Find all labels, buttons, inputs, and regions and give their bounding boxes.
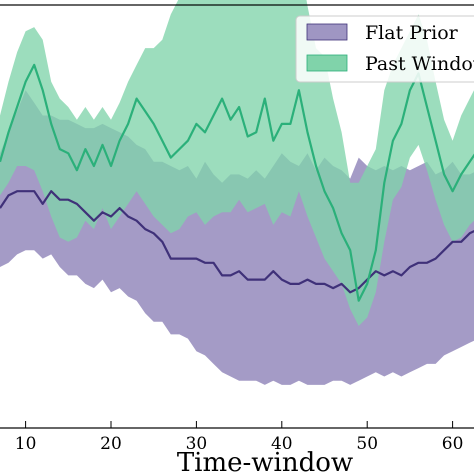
x-tick-label-60: 60 — [442, 434, 464, 454]
line-flat-prior — [0, 190, 474, 294]
x-axis-label: Time-window — [177, 448, 353, 474]
x-tick-label-10: 10 — [15, 434, 37, 454]
plot-frame — [0, 4, 474, 429]
legend-swatch-past-window — [306, 54, 348, 72]
x-tick-label-50: 50 — [356, 434, 378, 454]
band-past-window — [0, 0, 474, 326]
legend-label-past-window: Past Window — [365, 53, 474, 75]
confidence-bands — [0, 0, 474, 385]
x-tick-label-40: 40 — [271, 434, 293, 454]
x-tick-label-30: 30 — [186, 434, 208, 454]
line-past-window — [0, 63, 474, 302]
legend-swatch-flat-prior — [306, 23, 348, 41]
legend: Flat Prior Past Window — [295, 15, 474, 83]
legend-label-flat-prior: Flat Prior — [365, 22, 459, 44]
x-tick-label-20: 20 — [100, 434, 122, 454]
series-lines — [0, 63, 474, 302]
x-axis: 10 20 30 40 50 60 — [15, 421, 464, 454]
